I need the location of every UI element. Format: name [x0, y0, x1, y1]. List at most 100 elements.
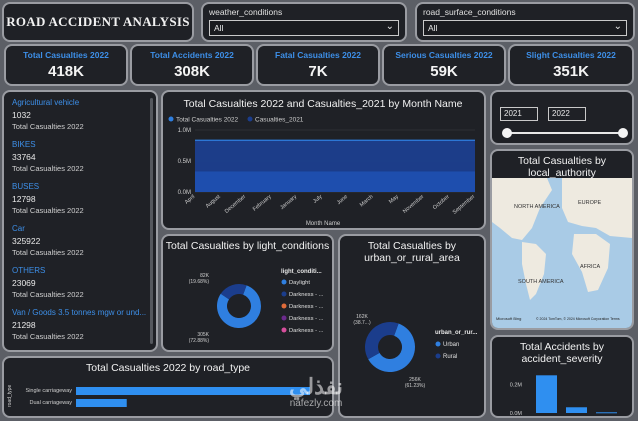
bar[interactable] — [566, 407, 587, 413]
kpi-value: 308K — [174, 63, 210, 80]
slider-track[interactable] — [506, 132, 624, 134]
kpi-total-casualties: Total Casualties 2022 418K — [4, 44, 128, 86]
vehicle-name: BUSES — [12, 182, 40, 191]
slider-handle-end[interactable] — [618, 128, 628, 138]
scrollbar[interactable] — [150, 98, 153, 344]
legend-swatch — [435, 341, 441, 347]
chevron-down-icon: ⌄ — [385, 21, 394, 32]
world-map[interactable]: NORTH AMERICA EUROPE AFRICA SOUTH AMERIC… — [492, 178, 632, 328]
legend-title: urban_or_rur... — [435, 330, 478, 336]
road-surface-dropdown-value: All — [428, 23, 438, 33]
legend-label: Casualties_2021 — [255, 117, 304, 124]
x-tick-label: February — [252, 194, 273, 213]
accident-severity-card: Total Accidents by accident_severity 0.2… — [490, 335, 634, 418]
chart-title: Total Casualties by light_conditions — [165, 240, 330, 252]
year-from-input[interactable]: 2021 — [500, 107, 538, 121]
weather-slicer[interactable]: weather_conditions All ⌄ — [201, 2, 407, 42]
africa-shape — [572, 234, 610, 292]
map-label: EUROPE — [578, 200, 602, 206]
vehicle-name: BIKES — [12, 140, 36, 149]
bar[interactable] — [536, 375, 557, 413]
bar[interactable] — [76, 399, 127, 407]
list-item[interactable]: BIKES 33764 Total Casualties 2022 — [12, 140, 148, 173]
vehicle-sub-label: Total Casualties 2022 — [12, 206, 84, 215]
road-surface-dropdown[interactable]: All ⌄ — [423, 20, 627, 36]
legend-swatch — [168, 116, 174, 122]
kpi-value: 418K — [48, 63, 84, 80]
list-item[interactable]: BUSES 12798 Total Casualties 2022 — [12, 182, 148, 215]
legend-swatch — [281, 327, 287, 333]
legend-label: Daylight — [289, 280, 310, 286]
data-label: (38.7...) — [353, 320, 371, 326]
legend-label: Total Casualties 2022 — [176, 117, 239, 124]
bars: 0.2M 0.0M — [510, 375, 617, 417]
vehicle-value: 33764 — [12, 152, 36, 162]
kpi-fatal-casualties: Fatal Casualties 2022 7K — [256, 44, 380, 86]
data-label: 305K — [197, 332, 209, 338]
year-slider-card[interactable]: 2021 2022 — [490, 90, 634, 145]
x-tick-label: December — [224, 194, 247, 215]
data-label: 256K — [409, 377, 421, 383]
x-tick-label: November — [402, 194, 425, 215]
legend-label: Urban — [443, 342, 459, 348]
vehicle-name: OTHERS — [12, 266, 46, 275]
list-item[interactable]: Agricultural vehicle 1032 Total Casualti… — [12, 98, 148, 131]
donut-slices: 162K(38.7...) 256K(61.23%) — [353, 314, 425, 389]
y-tick-label: 0.2M — [510, 382, 523, 388]
legend-swatch — [281, 303, 287, 309]
bar[interactable] — [76, 387, 310, 395]
donut-legend: Urban Rural — [435, 341, 459, 360]
map-label: NORTH AMERICA — [514, 204, 560, 210]
legend-label: Darkness - ... — [289, 292, 324, 298]
slider-handle-start[interactable] — [502, 128, 512, 138]
donut-slice[interactable] — [364, 322, 399, 360]
year-to-input[interactable]: 2022 — [548, 107, 586, 121]
donut-slice[interactable] — [220, 283, 247, 300]
kpi-label: Serious Casualties 2022 — [395, 50, 493, 60]
legend-swatch — [435, 353, 441, 359]
road-type-bar-chart: road_type Single carriageway Dual carriag… — [7, 385, 310, 407]
kpi-value: 351K — [553, 63, 589, 80]
chevron-down-icon: ⌄ — [613, 21, 622, 32]
vehicle-value: 23069 — [12, 278, 36, 288]
x-axis-label: Month Name — [306, 221, 341, 227]
chart-title: Total Casualties 2022 and Casualties_202… — [183, 98, 462, 110]
list-item[interactable]: Car 325922 Total Casualties 2022 — [12, 224, 148, 257]
chart-title: Total Casualties by local_authority — [517, 155, 607, 179]
north-america-shape — [492, 178, 552, 240]
data-label: (72.88%) — [189, 338, 210, 344]
donut-slices: 82K(19.68%) 305K(72.88%) — [189, 273, 261, 344]
list-item[interactable]: OTHERS 23069 Total Casualties 2022 — [12, 266, 148, 299]
map-credits: © 2024 TomTom, © 2024 Microsoft Corporat… — [536, 317, 620, 321]
road-surface-slicer-label: road_surface_conditions — [423, 7, 516, 17]
vehicle-value: 12798 — [12, 194, 36, 204]
data-label: (19.68%) — [189, 279, 210, 285]
legend-label: Darkness - ... — [289, 304, 324, 310]
month-chart-card: Total Casualties 2022 and Casualties_202… — [161, 90, 486, 230]
urban-rural-donut-chart: 162K(38.7...) 256K(61.23%) urban_or_rur..… — [353, 314, 478, 389]
vehicle-type-list[interactable]: Agricultural vehicle 1032 Total Casualti… — [2, 90, 158, 352]
kpi-value: 59K — [430, 63, 458, 80]
chart-title: Total Casualties 2022 by road_type — [85, 362, 251, 374]
list-item[interactable]: Van / Goods 3.5 tonnes mgw or und... 212… — [12, 308, 148, 341]
vehicle-sub-label: Total Casualties 2022 — [12, 248, 84, 257]
road-surface-slicer[interactable]: road_surface_conditions All ⌄ — [415, 2, 635, 42]
donut-slice[interactable] — [368, 323, 415, 373]
kpi-label: Total Accidents 2022 — [150, 50, 234, 60]
month-chart: Total Casualties 2022 and Casualties_202… — [168, 98, 477, 227]
area-series[interactable] — [195, 170, 475, 192]
x-tick-label: June — [336, 194, 349, 206]
dashboard-title: ROAD ACCIDENT ANALYSIS — [6, 14, 190, 29]
donut-slice[interactable] — [216, 285, 261, 328]
y-tick-label: 1.0M — [178, 128, 191, 134]
urban-rural-card: Total Casualties by urban_or_rural_area … — [338, 234, 486, 418]
chart-title: Total Accidents by accident_severity — [519, 341, 605, 365]
y-tick-label: 0.0M — [510, 411, 523, 417]
weather-dropdown[interactable]: All ⌄ — [209, 20, 399, 36]
bar[interactable] — [596, 412, 617, 414]
data-label: (61.23%) — [405, 383, 426, 389]
data-label: 162K — [356, 314, 368, 320]
x-tick-label: May — [388, 194, 400, 205]
kpi-label: Slight Casualties 2022 — [526, 50, 616, 60]
